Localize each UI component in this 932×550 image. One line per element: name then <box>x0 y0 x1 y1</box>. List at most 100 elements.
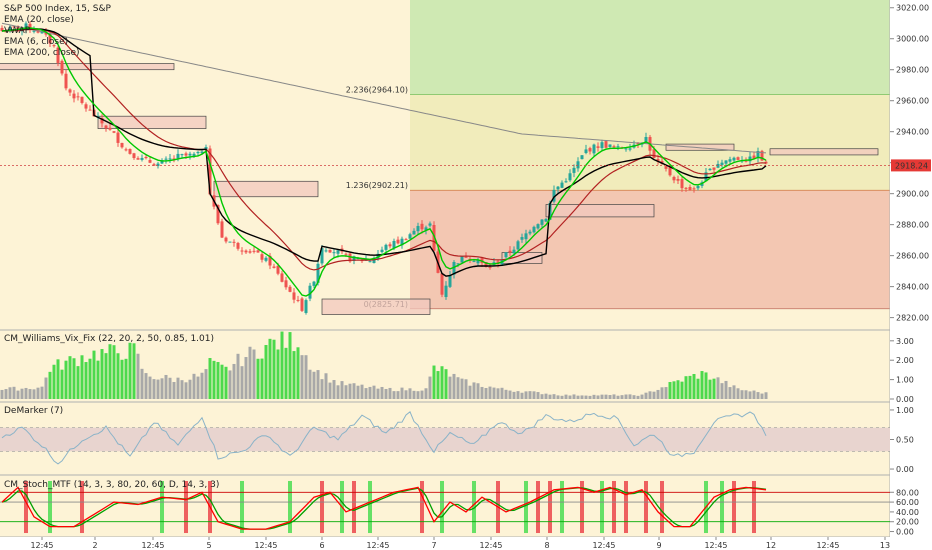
candle-body[interactable] <box>576 161 580 169</box>
vix-bar[interactable] <box>728 387 732 399</box>
candle-body[interactable] <box>164 158 168 160</box>
candle-body[interactable] <box>80 96 84 103</box>
candle-body[interactable] <box>488 266 492 268</box>
candle-body[interactable] <box>592 144 596 154</box>
vix-bar[interactable] <box>740 390 744 399</box>
vix-bar[interactable] <box>668 382 672 399</box>
candle-body[interactable] <box>108 127 112 130</box>
vix-bar[interactable] <box>512 391 516 399</box>
candle-body[interactable] <box>240 250 244 252</box>
candle-body[interactable] <box>444 285 448 297</box>
vix-bar[interactable] <box>664 387 668 399</box>
vix-bar[interactable] <box>20 388 24 399</box>
vix-bar[interactable] <box>408 388 412 399</box>
vix-bar[interactable] <box>436 371 440 399</box>
vix-bar[interactable] <box>144 373 148 399</box>
candle-body[interactable] <box>508 250 512 253</box>
candle-body[interactable] <box>400 238 404 246</box>
vix-bar[interactable] <box>656 389 660 399</box>
vix-bar[interactable] <box>464 379 468 399</box>
zone-box[interactable] <box>213 180 319 198</box>
candle-body[interactable] <box>688 187 692 191</box>
vix-bar[interactable] <box>500 387 504 399</box>
vix-bar[interactable] <box>48 371 52 399</box>
candle-body[interactable] <box>0 27 4 32</box>
candle-body[interactable] <box>284 280 288 288</box>
candle-body[interactable] <box>56 47 60 63</box>
vix-bar[interactable] <box>532 391 536 399</box>
candle-body[interactable] <box>528 231 532 234</box>
candle-body[interactable] <box>724 160 728 164</box>
vix-bar[interactable] <box>212 360 216 399</box>
candle-body[interactable] <box>376 253 380 259</box>
candle-body[interactable] <box>288 286 292 292</box>
vix-bar[interactable] <box>112 345 116 399</box>
candle-body[interactable] <box>124 149 128 151</box>
candle-body[interactable] <box>328 249 332 253</box>
candle-body[interactable] <box>756 151 760 159</box>
vix-bar[interactable] <box>448 376 452 399</box>
candle-body[interactable] <box>68 89 72 93</box>
vix-bar[interactable] <box>172 381 176 399</box>
vix-bar[interactable] <box>544 393 548 399</box>
candle-body[interactable] <box>532 226 536 233</box>
vix-bar[interactable] <box>508 390 512 399</box>
vix-bar[interactable] <box>420 390 424 399</box>
vix-bar[interactable] <box>456 377 460 399</box>
vix-bar[interactable] <box>236 353 240 399</box>
time-axis[interactable]: 12:45 2 12:45 5 12:45 6 12:45 7 12:45 8 12:45 9 12:4… <box>0 537 932 550</box>
vix-bar[interactable] <box>468 385 472 399</box>
vix-bar[interactable] <box>116 353 120 399</box>
vix-bar[interactable] <box>620 395 624 399</box>
vix-bar[interactable] <box>488 386 492 399</box>
vix-bar[interactable] <box>104 353 108 399</box>
candle-body[interactable] <box>652 149 656 158</box>
candle-body[interactable] <box>208 148 212 195</box>
candle-body[interactable] <box>540 219 544 225</box>
vix-bar[interactable] <box>108 344 112 399</box>
candle-body[interactable] <box>708 168 712 171</box>
candle-body[interactable] <box>244 250 248 253</box>
vix-bar[interactable] <box>180 380 184 399</box>
vix-bar[interactable] <box>340 381 344 399</box>
vix-bar[interactable] <box>648 391 652 399</box>
vix-bar[interactable] <box>440 366 444 399</box>
vix-bar[interactable] <box>516 391 520 399</box>
vix-bar[interactable] <box>636 395 640 399</box>
candle-body[interactable] <box>484 262 488 268</box>
candle-body[interactable] <box>316 263 320 283</box>
vix-bar[interactable] <box>432 365 436 399</box>
vix-bar[interactable] <box>156 379 160 399</box>
candle-body[interactable] <box>136 158 140 160</box>
vix-bar[interactable] <box>524 391 528 399</box>
candle-body[interactable] <box>420 223 424 230</box>
candle-body[interactable] <box>656 158 660 162</box>
vix-fix-pane[interactable] <box>0 331 768 399</box>
candle-body[interactable] <box>144 156 148 159</box>
candle-body[interactable] <box>412 230 416 235</box>
vix-bar[interactable] <box>752 390 756 399</box>
vix-bar[interactable] <box>724 380 728 399</box>
vix-bar[interactable] <box>424 388 428 399</box>
candle-body[interactable] <box>172 158 176 160</box>
candle-body[interactable] <box>624 148 628 150</box>
vix-bar[interactable] <box>272 339 276 399</box>
vix-bar[interactable] <box>472 382 476 399</box>
vix-bar[interactable] <box>204 369 208 399</box>
vix-bar[interactable] <box>584 395 588 399</box>
vix-bar[interactable] <box>616 395 620 399</box>
vix-bar[interactable] <box>4 389 8 399</box>
candle-body[interactable] <box>628 148 632 150</box>
vix-bar[interactable] <box>720 383 724 399</box>
vix-bar[interactable] <box>248 346 252 399</box>
candle-body[interactable] <box>560 182 564 188</box>
vix-bar[interactable] <box>596 395 600 399</box>
candle-body[interactable] <box>680 179 684 189</box>
vix-bar[interactable] <box>200 372 204 399</box>
vix-bar[interactable] <box>756 392 760 399</box>
vix-bar[interactable] <box>528 391 532 399</box>
candle-body[interactable] <box>272 266 276 268</box>
vix-bar[interactable] <box>72 358 76 399</box>
vix-bar[interactable] <box>196 376 200 399</box>
candle-body[interactable] <box>180 154 184 156</box>
